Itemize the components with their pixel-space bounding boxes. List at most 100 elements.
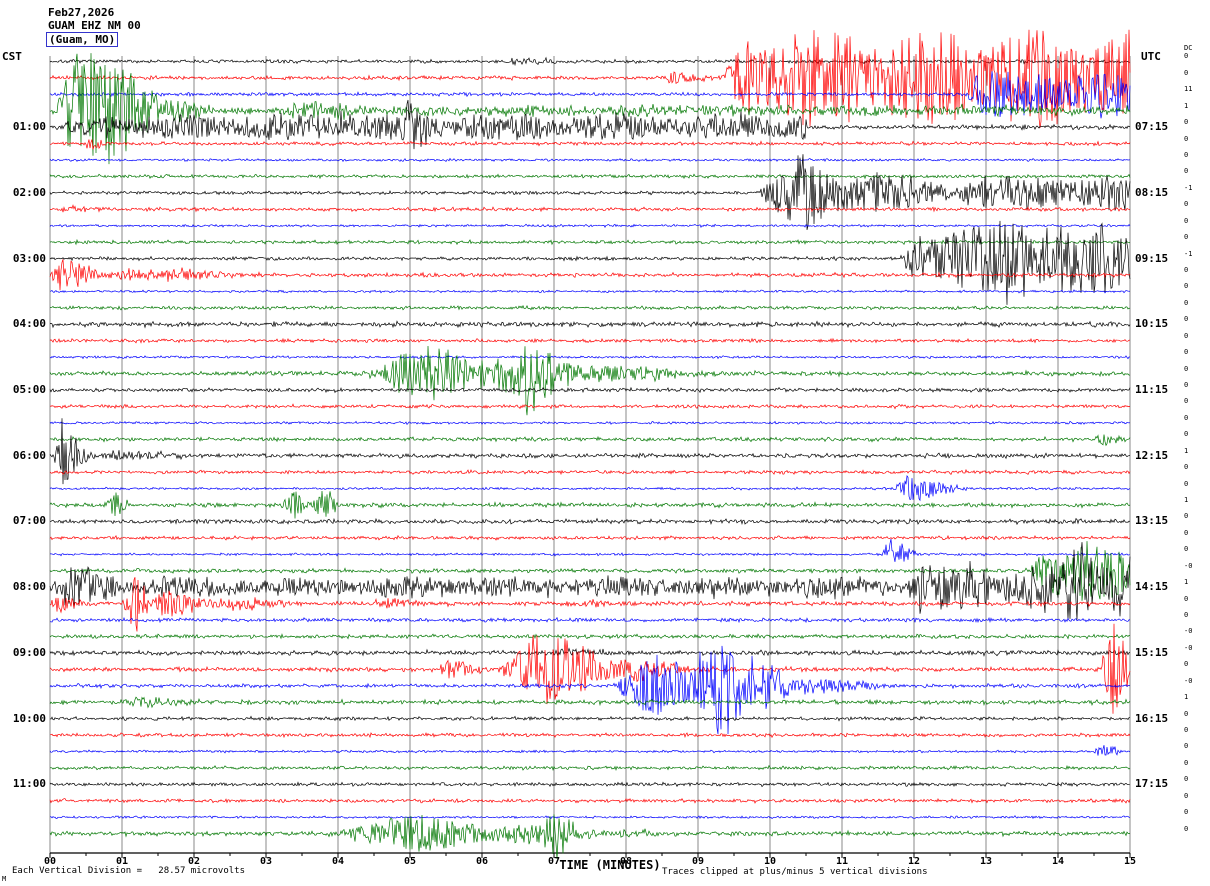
trace-00:45 [49,53,1131,165]
trace-11:15 [49,797,1131,804]
cst-time-label: 11:00 [12,777,46,791]
trace-10:00 [49,715,1131,722]
trace-01:15 [49,139,1131,150]
trace-04:45 [49,345,1131,416]
trace-11:00 [49,781,1131,788]
trace-05:45 [49,434,1131,447]
dc-value: -0 [1184,676,1193,685]
trace-07:30 [49,538,1130,562]
trace-00:15 [49,29,1131,129]
dc-value: 0 [1184,430,1189,439]
dc-value: 0 [1184,791,1189,800]
dc-value: 0 [1184,660,1189,669]
dc-value: 0 [1184,413,1189,422]
trace-01:00 [49,99,1131,150]
dc-value: 0 [1184,545,1189,554]
dc-value: 0 [1184,364,1189,373]
dc-value: -1 [1184,249,1193,258]
header-station: GUAM EHZ NM 00 [48,19,141,32]
dc-value: 1 [1184,101,1189,110]
x-tick-label: 00 [43,856,57,867]
x-tick-label: 15 [1123,856,1137,867]
trace-09:30 [49,645,1131,735]
cst-time-label: 09:00 [12,645,46,659]
cst-time-label: 02:00 [12,185,46,199]
trace-06:30 [49,474,1131,502]
trace-07:00 [49,517,1131,526]
dc-value: 1 [1184,496,1189,504]
x-tick-label: 11 [835,856,849,867]
x-tick-label: 08 [619,856,633,867]
trace-03:15 [49,259,1131,291]
x-tick-label: 04 [331,856,345,867]
dc-value: 0 [1184,233,1189,242]
utc-time-label: 09:15 [1135,251,1169,265]
trace-03:00 [49,220,1131,305]
header-location: (Guam, MO) [46,32,119,47]
trace-00:00 [49,56,1131,67]
dc-value: 0 [1184,611,1189,620]
utc-time-label: 17:15 [1135,777,1169,791]
cst-time-label: 03:00 [12,251,46,265]
x-tick-label: 01 [115,856,129,867]
trace-07:15 [49,534,1131,541]
trace-08:15 [49,577,1131,632]
trace-01:45 [49,173,1131,180]
header-location-box: (Guam, MO) [46,32,119,47]
dc-value: 0 [1184,808,1189,817]
utc-time-label: 10:15 [1135,317,1169,331]
dc-value: 1 [1184,693,1189,702]
dc-value: 0 [1184,68,1189,77]
x-tick-label: 09 [691,856,705,867]
dc-value: 0 [1184,331,1189,340]
dc-value: 0 [1184,726,1189,735]
dc-value: -0 [1184,627,1193,636]
dc-value: 0 [1184,528,1189,537]
scale-note: Each Vertical Division = 28.57 microvolt… [12,866,245,876]
x-tick-label: 02 [187,856,201,867]
dc-value: 0 [1184,479,1189,488]
trace-03:30 [49,289,1131,294]
cst-time-label: 05:00 [12,383,46,396]
trace-08:45 [49,633,1131,640]
cst-time-label: 08:00 [12,580,46,594]
x-tick-label: 10 [763,856,777,867]
trace-00:30 [49,71,1131,119]
x-tick-label: 06 [475,856,489,867]
x-tick-label: 05 [403,856,417,867]
trace-05:30 [49,420,1131,426]
dc-value: 0 [1184,397,1189,406]
trace-01:30 [49,157,1131,163]
trace-02:00 [49,154,1131,230]
utc-time-label: 14:15 [1135,580,1169,594]
dc-value: 0 [1184,709,1189,718]
dc-value: 0 [1184,824,1189,833]
dc-value: 0 [1184,775,1189,784]
dc-value: 0 [1184,594,1189,603]
utc-time-label: 15:15 [1135,645,1169,659]
utc-time-label: 11:15 [1135,383,1169,396]
trace-03:45 [49,304,1131,311]
dc-value: 0 [1184,315,1189,324]
trace-02:45 [49,238,1131,246]
x-tick-label: 13 [979,856,993,867]
cst-time-label: 01:00 [12,120,46,134]
dc-value: 0 [1184,381,1189,389]
trace-08:00 [49,542,1131,620]
dc-value: 0 [1184,282,1189,291]
dc-value: -1 [1184,183,1193,192]
dc-value: 0 [1184,742,1189,751]
trace-05:15 [49,403,1131,410]
dc-value: 1 [1184,578,1189,587]
dc-value: 0 [1184,150,1189,159]
trace-04:15 [49,337,1131,344]
utc-time-label: 12:15 [1135,448,1169,462]
dc-value: 1 [1184,446,1189,455]
trace-06:15 [49,468,1131,476]
trace-08:30 [49,616,1131,624]
dc-value: 0 [1184,200,1189,209]
dc-value: 0 [1184,348,1189,357]
clip-note: Traces clipped at plus/minus 5 vertical … [662,867,928,877]
trace-06:00 [49,418,1131,485]
